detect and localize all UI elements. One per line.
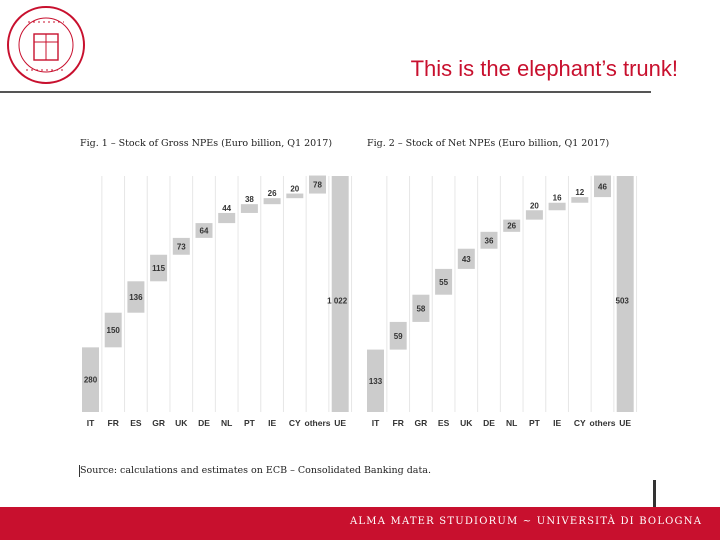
bar-others [309, 175, 326, 194]
footer-accent-line [653, 480, 656, 532]
data-label-fr: 59 [394, 332, 403, 341]
data-label-ue: 1 022 [327, 296, 348, 305]
figure-2-title: Fig. 2 – Stock of Net NPEs (Euro billion… [367, 138, 610, 149]
bar-ie [263, 198, 281, 205]
bar-uk [172, 237, 190, 255]
x-tick-label-cy: CY [289, 418, 301, 428]
x-tick-label-ue: UE [619, 418, 631, 428]
data-label-others: 46 [598, 182, 607, 191]
data-label-ie: 26 [268, 189, 277, 198]
bar-cy [286, 193, 304, 199]
x-tick-label-es: ES [130, 418, 142, 428]
x-tick-label-pt: PT [244, 418, 256, 428]
data-label-ie: 16 [553, 194, 562, 203]
data-label-de: 64 [200, 226, 209, 235]
bar-cy [571, 197, 589, 203]
x-tick-label-ue: UE [334, 418, 346, 428]
data-label-es: 55 [439, 278, 448, 287]
footer-bar [0, 507, 720, 540]
bar-gr [412, 294, 430, 322]
data-label-pt: 20 [530, 201, 539, 210]
bar-pt [525, 210, 543, 220]
x-tick-label-pt: PT [529, 418, 541, 428]
x-tick-label-others: others [590, 418, 616, 428]
data-label-de: 36 [485, 236, 494, 245]
x-tick-label-uk: UK [460, 418, 473, 428]
data-label-pt: 38 [245, 195, 254, 204]
x-tick-label-it: IT [372, 418, 380, 428]
x-tick-label-it: IT [87, 418, 95, 428]
x-tick-label-fr: FR [108, 418, 119, 428]
data-label-uk: 43 [462, 255, 471, 264]
bar-others [594, 175, 611, 198]
data-label-fr: 150 [107, 326, 121, 335]
x-tick-label-others: others [305, 418, 331, 428]
bar-pt [240, 204, 258, 213]
source-marker [79, 465, 80, 477]
x-tick-label-nl: NL [221, 418, 232, 428]
x-tick-label-cy: CY [574, 418, 586, 428]
x-tick-label-nl: NL [506, 418, 517, 428]
bar-gr [150, 254, 168, 282]
data-label-cy: 20 [290, 185, 299, 194]
data-label-es: 136 [129, 293, 143, 302]
x-tick-label-de: DE [198, 418, 210, 428]
data-label-it: 133 [369, 377, 383, 386]
bar-it [367, 349, 384, 412]
gross-npe-waterfall-chart: 280 IT 150 FR 136 ES 115 GR 73 UK 64 DE 44 NL 38 PT 26 IE… [82, 175, 353, 428]
x-tick-label-gr: GR [415, 418, 428, 428]
data-label-nl: 44 [222, 204, 231, 213]
bar-uk [457, 248, 475, 269]
university-seal-icon [7, 6, 85, 84]
x-tick-label-ie: IE [553, 418, 561, 428]
data-label-cy: 12 [575, 188, 584, 197]
data-label-nl: 26 [507, 222, 516, 231]
data-label-others: 78 [313, 181, 322, 190]
bar-es [435, 268, 453, 295]
bar-nl [503, 219, 521, 232]
x-tick-label-es: ES [438, 418, 450, 428]
bar-es [127, 281, 145, 313]
bar-it [82, 347, 99, 412]
figure-1-title: Fig. 1 – Stock of Gross NPEs (Euro billi… [80, 138, 333, 149]
x-tick-label-gr: GR [152, 418, 165, 428]
bar-ue [331, 176, 349, 412]
data-label-gr: 58 [416, 304, 425, 313]
source-note: Source: calculations and estimates on EC… [80, 465, 431, 476]
x-tick-label-de: DE [483, 418, 495, 428]
bar-de [480, 231, 498, 249]
x-tick-label-ie: IE [268, 418, 276, 428]
bar-ie [548, 202, 566, 211]
slide-title: This is the elephant’s trunk! [410, 56, 678, 81]
data-label-gr: 115 [152, 264, 165, 273]
bar-de [195, 223, 213, 238]
data-label-it: 280 [84, 376, 98, 385]
bar-nl [218, 212, 236, 224]
footer-university-name: ALMA MATER STUDIORUM ~ UNIVERSITÀ DI BOL… [350, 516, 703, 527]
data-label-uk: 73 [177, 242, 186, 251]
bar-fr [389, 321, 407, 350]
bar-fr [104, 312, 122, 348]
bar-ue [616, 176, 634, 412]
net-npe-waterfall-chart: 133 IT 59 FR 58 GR 55 ES 43 UK 36 DE 26 NL 20 PT 16 IE 12 C… [367, 175, 638, 428]
data-label-ue: 503 [616, 296, 630, 305]
title-divider [0, 91, 651, 93]
x-tick-label-fr: FR [393, 418, 404, 428]
x-tick-label-uk: UK [175, 418, 188, 428]
